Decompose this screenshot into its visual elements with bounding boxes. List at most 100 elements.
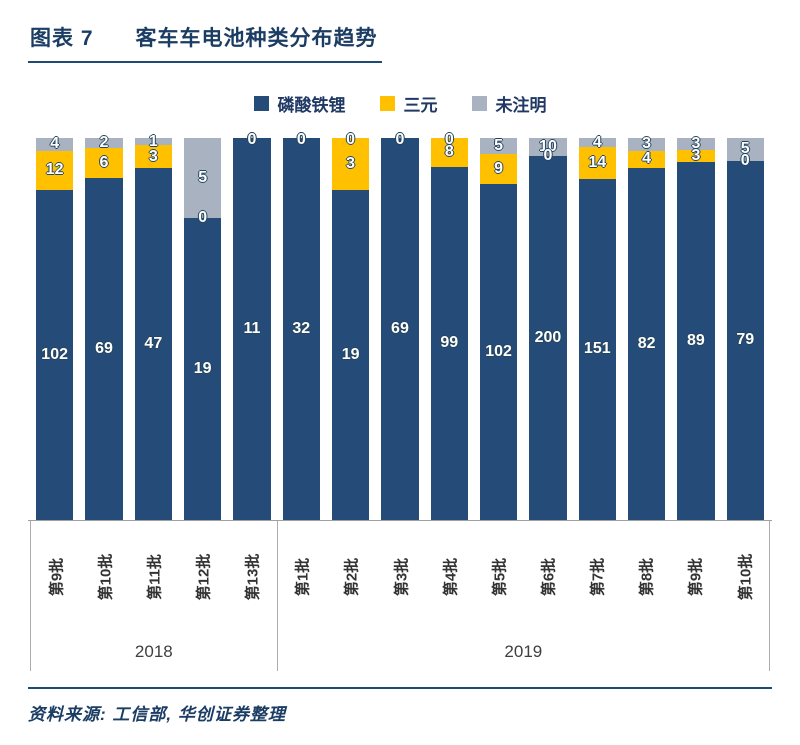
year-label-2018: 2018	[134, 642, 173, 661]
legend-swatch-icon	[253, 96, 269, 111]
legend-item-0: 磷酸铁锂	[253, 91, 346, 116]
x-tick-label: 第1批	[294, 557, 312, 597]
segment-磷酸铁锂	[233, 138, 271, 520]
segment-三元	[627, 150, 666, 169]
segment-磷酸铁锂	[85, 177, 123, 520]
x-tick-label: 第4批	[442, 557, 460, 597]
segment-未注明	[134, 138, 172, 146]
bar-slot: 3 3 89	[671, 135, 720, 520]
year-label-2019: 2019	[504, 642, 543, 661]
x-tick-label: 第2批	[343, 557, 361, 597]
segment-三元	[430, 138, 468, 167]
year-row: 2019	[278, 633, 769, 671]
segment-磷酸铁锂	[134, 167, 172, 520]
x-tick-label: 第6批	[540, 557, 558, 597]
tick-slot: 第1批	[278, 521, 327, 633]
segment-未注明	[479, 138, 518, 155]
tick-slot: 第12批	[178, 521, 227, 633]
bar-slot: 0 8 99	[425, 131, 474, 520]
year-row: 2018	[31, 633, 277, 671]
legend-swatch-icon	[379, 96, 395, 111]
bar-slot: 2 6 69	[79, 134, 128, 520]
tick-slot: 第6批	[523, 521, 572, 633]
tick-slot: 第7批	[573, 521, 622, 633]
x-axis: 第9批 第10批 第11批 第12批 第13批 2018 第1批 第2批 第3批 第4批 第5批 第6…	[28, 520, 772, 671]
chart-title: 客车车电池种类分布趋势	[135, 27, 378, 50]
x-tick-label: 第7批	[589, 557, 607, 597]
segment-未注明	[36, 138, 74, 151]
x-tick-label: 第5批	[491, 557, 509, 597]
segment-磷酸铁锂	[430, 166, 468, 520]
segment-磷酸铁锂	[183, 217, 222, 520]
plot-area: 4 12 102 2 6 69 1 3 47 5 0 19 0 0 11 0 0 32 0 3 19 0 0 69 0 8 99 5 9…	[28, 131, 772, 520]
tick-slot: 第5批	[474, 521, 523, 633]
legend-item-1: 三元	[379, 91, 438, 116]
stacked-bar-第10批: 5 0 79	[726, 138, 764, 520]
segment-未注明	[85, 138, 123, 148]
segment-三元	[578, 147, 616, 179]
segment-磷酸铁锂	[479, 184, 518, 520]
segment-磷酸铁锂	[381, 138, 419, 520]
tick-slot: 第3批	[376, 521, 425, 633]
source-text: 资料来源: 工信部, 华创证券整理	[28, 705, 286, 724]
stacked-bar-第11批: 1 3 47	[134, 133, 172, 520]
segment-三元	[479, 154, 518, 185]
source-row: 资料来源: 工信部, 华创证券整理	[28, 687, 772, 725]
stacked-bar-第6批: 10 0 200	[529, 138, 567, 520]
segment-三元	[36, 150, 74, 190]
legend-swatch-icon	[471, 96, 487, 111]
stacked-bar-第12批: 5 0 19	[183, 138, 222, 520]
axis-group-2018: 第9批 第10批 第11批 第12批 第13批 2018	[30, 521, 278, 671]
legend-label: 三元	[403, 96, 438, 115]
chart-legend: 磷酸铁锂 三元 未注明	[28, 91, 772, 116]
bar-slot: 1 3 47	[129, 133, 178, 520]
x-tick-label: 第12批	[195, 553, 213, 601]
tick-slot: 第8批	[622, 521, 671, 633]
segment-磷酸铁锂	[36, 189, 74, 520]
chart-header: 图表 7 客车车电池种类分布趋势	[28, 16, 382, 63]
tick-slot: 第9批	[31, 521, 80, 633]
bar-slot: 5 0 79	[721, 138, 770, 520]
segment-未注明	[627, 138, 666, 151]
segment-三元	[134, 145, 172, 168]
x-tick-label: 第9批	[48, 557, 66, 597]
stacked-bar-第3批: 0 0 69	[381, 131, 419, 520]
segment-三元	[331, 138, 370, 191]
stacked-bar-第1批: 0 0 32	[282, 131, 320, 520]
stacked-bar-第9批: 4 12 102	[36, 135, 74, 520]
legend-item-2: 未注明	[471, 91, 547, 116]
stacked-bar-第4批: 0 8 99	[430, 131, 468, 520]
x-tick-label: 第11批	[146, 554, 164, 600]
legend-label: 未注明	[495, 96, 547, 115]
bar-slot: 10 0 200	[523, 138, 572, 520]
x-tick-label: 第8批	[638, 557, 656, 597]
tick-slot: 第10批	[720, 521, 769, 633]
bar-slot: 0 0 69	[375, 131, 424, 520]
segment-未注明	[183, 138, 222, 218]
stacked-bar-第10批: 2 6 69	[85, 134, 123, 520]
bar-slot: 3 4 82	[622, 135, 671, 520]
bar-slot: 5 0 19	[178, 138, 227, 520]
tick-slot: 第9批	[671, 521, 720, 633]
bar-slot: 0 3 19	[326, 131, 375, 520]
segment-磷酸铁锂	[529, 156, 567, 520]
bar-slot: 4 12 102	[30, 135, 79, 520]
segment-未注明	[677, 138, 715, 151]
segment-磷酸铁锂	[627, 168, 666, 520]
stacked-bar-第13批: 0 0 11	[233, 131, 271, 520]
x-tick-label: 第13批	[244, 553, 262, 601]
x-tick-label: 第3批	[393, 557, 411, 597]
tick-slot: 第13批	[228, 521, 277, 633]
axis-group-2019: 第1批 第2批 第3批 第4批 第5批 第6批 第7批 第8批 第9批 第10批 2019	[278, 521, 770, 671]
bar-slot: 0 0 11	[227, 131, 276, 520]
segment-未注明	[529, 138, 567, 157]
segment-磷酸铁锂	[282, 138, 320, 520]
tick-slot: 第11批	[129, 521, 178, 633]
tick-slot: 第2批	[327, 521, 376, 633]
stacked-bar-第7批: 4 14 151	[578, 134, 616, 520]
segment-磷酸铁锂	[677, 162, 715, 520]
stacked-bar-第9批: 3 3 89	[677, 135, 715, 520]
stacked-bar-第5批: 5 9 102	[479, 137, 518, 520]
tick-slot: 第10批	[80, 521, 129, 633]
